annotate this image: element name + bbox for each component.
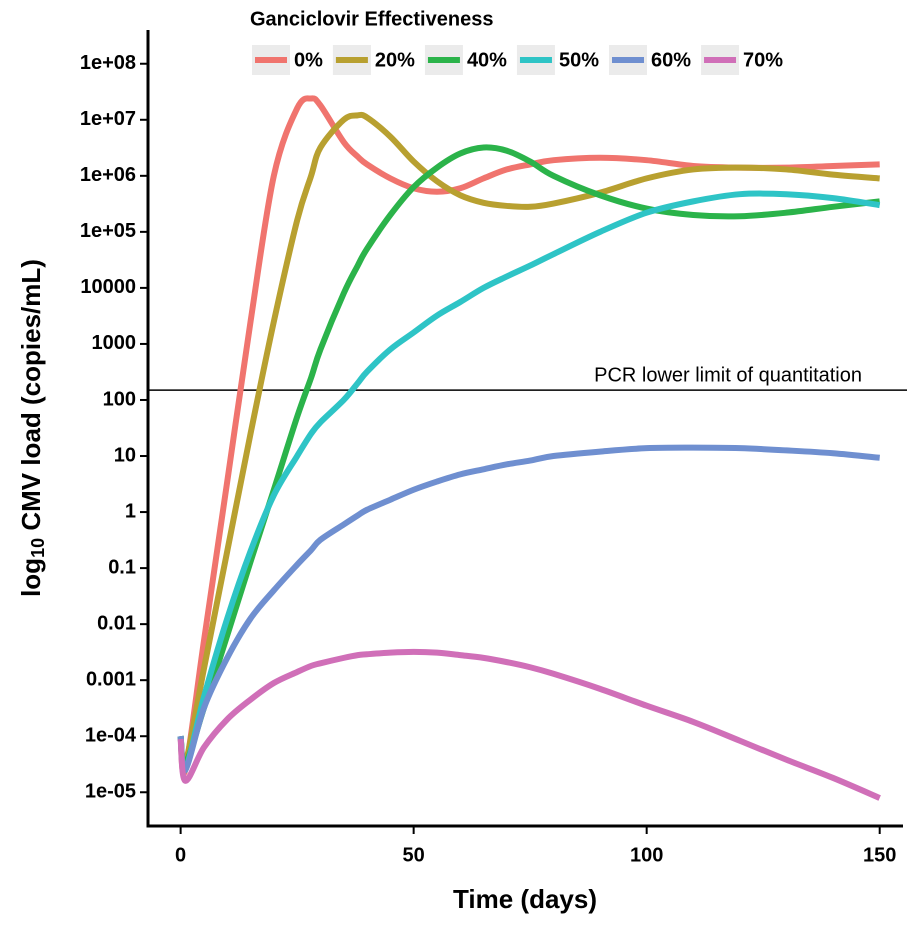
x-tick-label: 0	[175, 844, 186, 866]
series-line	[177, 111, 880, 770]
series-line	[177, 444, 880, 774]
legend-title: Ganciclovir Effectiveness	[250, 8, 493, 30]
reference-label: PCR lower limit of quantitation	[594, 364, 862, 386]
x-tick-label: 150	[863, 844, 896, 866]
y-label-base: log	[16, 558, 46, 597]
series-line	[177, 144, 881, 768]
legend-label: 40%	[467, 49, 507, 71]
y-tick-label: 10	[114, 444, 136, 466]
y-tick-label: 1e+06	[80, 164, 136, 186]
y-tick-label: 0.001	[86, 668, 136, 690]
y-tick-label: 10000	[80, 276, 136, 298]
y-label-subscript: 10	[28, 538, 48, 558]
legend-label: 20%	[375, 49, 415, 71]
y-tick-label: 100	[103, 388, 136, 410]
y-axis-label: log10 CMV load (copies/mL)	[16, 259, 48, 597]
y-label-rest: CMV load (copies/mL)	[16, 259, 46, 538]
x-axis-label: Time (days)	[453, 884, 597, 914]
y-tick-label: 0.01	[97, 612, 136, 634]
legend-label: 60%	[651, 49, 691, 71]
legend-label: 0%	[294, 49, 323, 71]
y-tick-label: 1e+05	[80, 220, 136, 242]
y-tick-label: 1e-04	[85, 725, 137, 747]
series-line	[177, 95, 880, 777]
x-tick-label: 100	[630, 844, 663, 866]
series-line	[177, 648, 881, 801]
y-tick-label: 1	[125, 500, 136, 522]
legend-label: 70%	[743, 49, 783, 71]
y-tick-label: 1000	[92, 332, 137, 354]
y-tick-label: 0.1	[108, 556, 136, 578]
series-line	[177, 190, 881, 774]
legend-label: 50%	[559, 49, 599, 71]
x-tick-label: 50	[403, 844, 425, 866]
y-tick-label: 1e+08	[80, 52, 136, 74]
y-tick-label: 1e+07	[80, 108, 136, 130]
y-tick-label: 1e-05	[85, 781, 136, 803]
